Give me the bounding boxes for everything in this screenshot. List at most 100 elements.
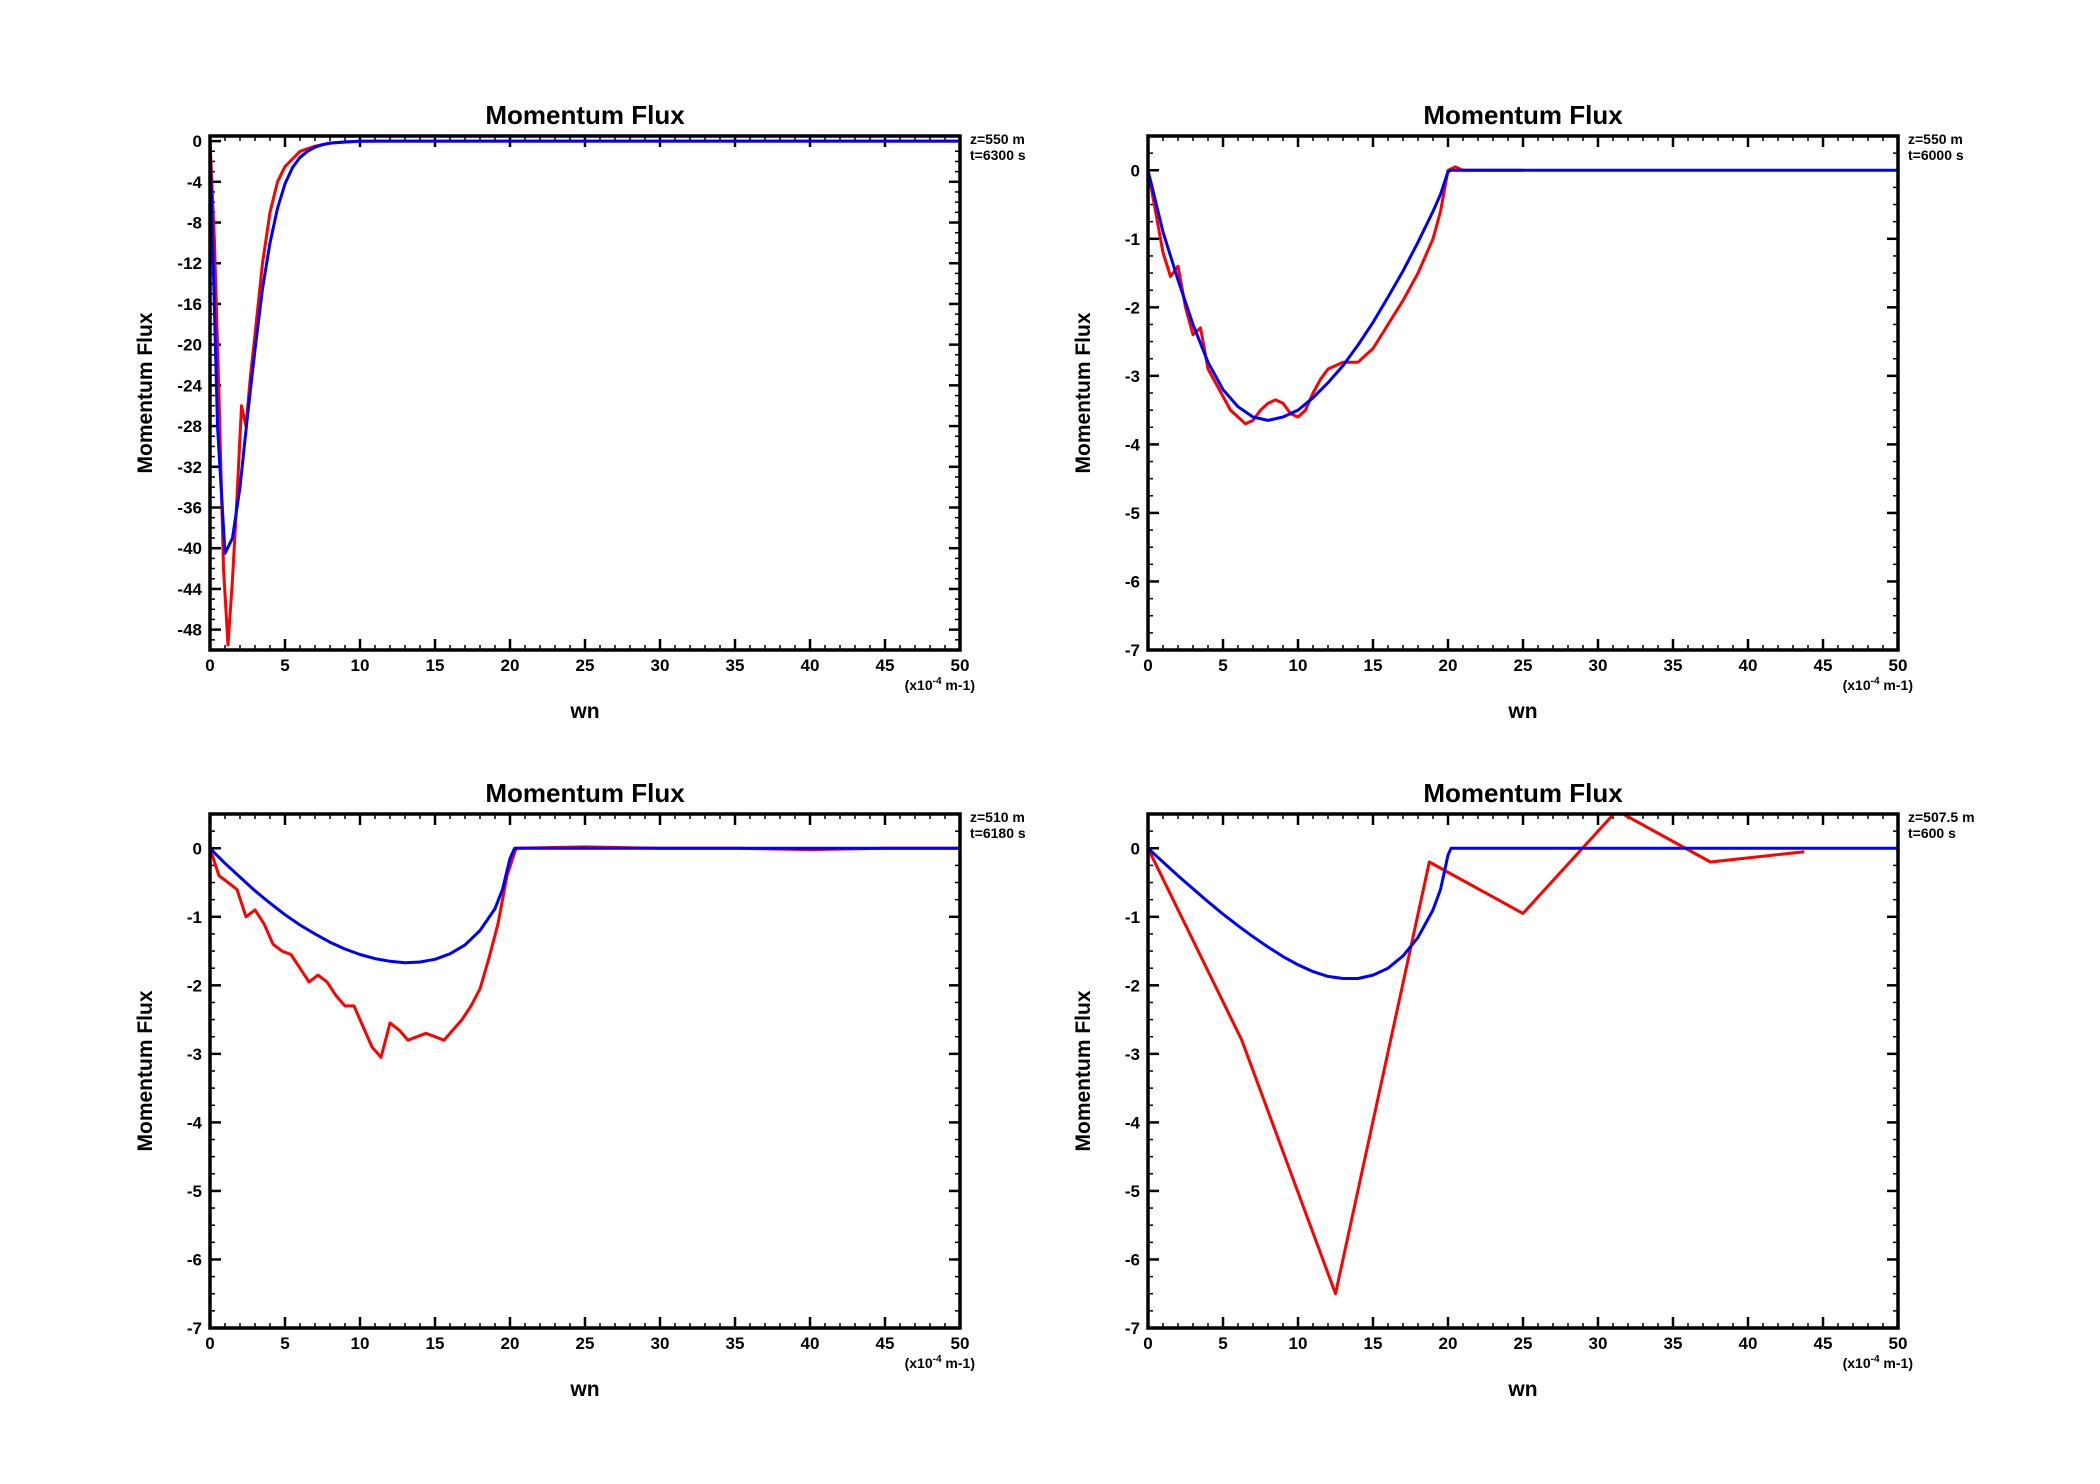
y-tick-label: -7 <box>1125 1319 1140 1338</box>
y-tick-label: -5 <box>1125 504 1140 523</box>
x-tick-label: 30 <box>1589 656 1608 675</box>
x-tick-label: 5 <box>1218 656 1227 675</box>
x-tick-label: 0 <box>205 1334 214 1353</box>
x-tick-label: 10 <box>351 1334 370 1353</box>
chart-title: Momentum Flux <box>485 778 685 808</box>
y-tick-label: -44 <box>177 580 202 599</box>
x-tick-label: 30 <box>651 656 670 675</box>
y-axis-label: Momentum Flux <box>1072 990 1095 1151</box>
plot-frame <box>1146 134 1900 652</box>
time-annotation: t=6180 s <box>970 825 1026 841</box>
y-tick-label: -40 <box>177 539 202 558</box>
y-tick-label: -2 <box>187 976 202 995</box>
x-tick-label: 30 <box>651 1334 670 1353</box>
x-unit-label: (x10-4 m-1) <box>1843 1354 1913 1371</box>
chart-panel-2: 0 5 10 15 20 25 30 35 40 45 50 0 -1 -2 -3 -4 -5 -6 -7 Momen… <box>1072 100 1964 723</box>
x-tick-label: 50 <box>1889 1334 1908 1353</box>
x-tick-label: 40 <box>801 656 820 675</box>
x-axis-label: wn <box>569 700 599 723</box>
y-tick-label: -16 <box>177 295 202 314</box>
x-tick-label: 25 <box>576 1334 595 1353</box>
x-tick-label: 0 <box>1143 1334 1152 1353</box>
y-tick-label: -12 <box>177 254 202 273</box>
chart-title: Momentum Flux <box>1423 100 1623 130</box>
x-tick-label: 25 <box>1514 656 1533 675</box>
y-tick-label: -32 <box>177 458 202 477</box>
x-tick-label: 50 <box>951 656 970 675</box>
y-tick-label: -36 <box>177 499 202 518</box>
x-tick-label: 35 <box>1664 1334 1683 1353</box>
x-unit-label: (x10-4 m-1) <box>905 1354 975 1371</box>
y-axis-label: Momentum Flux <box>1072 312 1095 473</box>
y-tick-label: 0 <box>193 839 202 858</box>
blue-series-line <box>1148 168 1898 422</box>
x-tick-label: 25 <box>1514 1334 1533 1353</box>
red-series-line <box>1148 165 1523 426</box>
x-unit-label: (x10-4 m-1) <box>905 676 975 693</box>
x-tick-label: 15 <box>426 656 445 675</box>
x-tick-label: 0 <box>205 656 214 675</box>
x-tick-label: 20 <box>501 656 520 675</box>
x-tick-label: 35 <box>726 656 745 675</box>
x-axis-label: wn <box>1507 1378 1537 1401</box>
time-annotation: t=6000 s <box>1908 147 1964 163</box>
y-tick-label: 0 <box>193 132 202 151</box>
y-tick-label: -5 <box>1125 1182 1140 1201</box>
blue-series-line <box>1148 846 1898 980</box>
y-tick-label: -4 <box>1125 435 1141 454</box>
y-tick-label: -3 <box>1125 367 1140 386</box>
y-tick-label: -4 <box>187 1113 203 1132</box>
x-tick-label: 45 <box>1814 656 1833 675</box>
time-annotation: t=6300 s <box>970 147 1026 163</box>
y-tick-label: -7 <box>1125 641 1140 660</box>
x-tick-label: 20 <box>1439 1334 1458 1353</box>
x-tick-label: 45 <box>1814 1334 1833 1353</box>
x-tick-label: 35 <box>1664 656 1683 675</box>
x-tick-label: 10 <box>1289 656 1308 675</box>
x-tick-label: 5 <box>280 1334 289 1353</box>
y-tick-label: -1 <box>1125 908 1140 927</box>
x-tick-label: 50 <box>1889 656 1908 675</box>
y-tick-label: -1 <box>1125 230 1140 249</box>
y-tick-label: -3 <box>187 1045 202 1064</box>
red-series-line <box>210 139 960 647</box>
x-axis-label: wn <box>1507 700 1537 723</box>
red-series-line <box>210 845 960 1059</box>
y-tick-label: -2 <box>1125 976 1140 995</box>
y-tick-label: -4 <box>1125 1113 1141 1132</box>
y-tick-label: -7 <box>187 1319 202 1338</box>
y-tick-label: -4 <box>187 173 203 192</box>
y-tick-label: -8 <box>187 214 202 233</box>
blue-series-line <box>210 139 960 555</box>
y-tick-label: -20 <box>177 336 202 355</box>
height-annotation: z=507.5 m <box>1908 809 1975 825</box>
height-annotation: z=550 m <box>970 131 1025 147</box>
y-axis-label: Momentum Flux <box>134 990 157 1151</box>
x-tick-label: 40 <box>1739 656 1758 675</box>
x-tick-label: 40 <box>1739 1334 1758 1353</box>
y-tick-label: -28 <box>177 417 202 436</box>
time-annotation: t=600 s <box>1908 825 1956 841</box>
x-tick-label: 40 <box>801 1334 820 1353</box>
y-tick-label: -6 <box>1125 1250 1140 1269</box>
plot-frame <box>208 812 962 1330</box>
y-tick-label: 0 <box>1131 839 1140 858</box>
y-tick-label: 0 <box>1131 161 1140 180</box>
chart-title: Momentum Flux <box>485 100 685 130</box>
x-axis-label: wn <box>569 1378 599 1401</box>
y-tick-label: -6 <box>1125 572 1140 591</box>
chart-panel-4: 0 5 10 15 20 25 30 35 40 45 50 0 -1 -2 -3 -4 -5 -6 -7 Momen… <box>1072 778 1975 1401</box>
x-tick-label: 20 <box>1439 656 1458 675</box>
plot-frame <box>208 134 962 652</box>
y-tick-label: -48 <box>177 621 202 640</box>
chart-panel-3: 0 5 10 15 20 25 30 35 40 45 50 0 -1 -2 -3 -4 -5 -6 -7 Momen… <box>134 778 1026 1401</box>
y-tick-label: -2 <box>1125 298 1140 317</box>
y-tick-label: -6 <box>187 1250 202 1269</box>
x-tick-label: 10 <box>351 656 370 675</box>
y-axis-label: Momentum Flux <box>134 312 157 473</box>
plot-frame <box>1146 812 1900 1330</box>
height-annotation: z=550 m <box>1908 131 1963 147</box>
x-tick-label: 5 <box>280 656 289 675</box>
x-unit-label: (x10-4 m-1) <box>1843 676 1913 693</box>
